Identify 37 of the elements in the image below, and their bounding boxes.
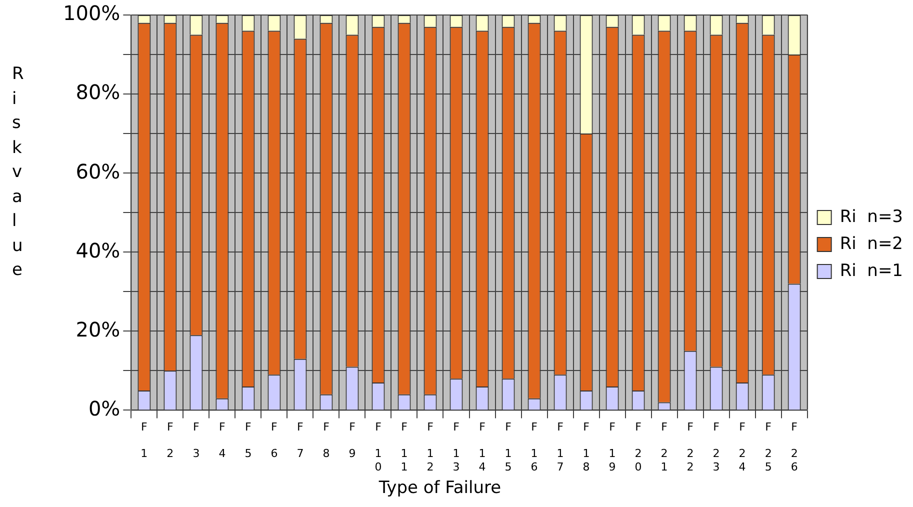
- category-label: F21: [660, 420, 668, 474]
- category-label: F19: [608, 420, 616, 474]
- y-tick-label: 20%: [76, 317, 120, 342]
- category-label: F8: [322, 420, 330, 460]
- y-tick-label: 60%: [76, 159, 120, 184]
- category-label: F6: [270, 420, 278, 460]
- x-axis-title: Type of Failure: [378, 478, 502, 498]
- y-tick-label: 0%: [88, 396, 120, 420]
- category-label: F1: [140, 420, 148, 460]
- y-tick-label: 100%: [62, 1, 120, 26]
- legend-label: Ri n=2: [840, 234, 904, 254]
- category-label: F25: [764, 420, 772, 474]
- category-label: F11: [400, 420, 408, 474]
- category-label: F3: [192, 420, 200, 460]
- legend-label: Ri n=1: [840, 260, 904, 281]
- category-label: F9: [348, 420, 356, 460]
- category-label: F23: [712, 420, 720, 474]
- category-label: F10: [374, 420, 382, 474]
- y-tick-label: 80%: [76, 80, 120, 104]
- category-label: F20: [634, 420, 642, 474]
- category-label: F2: [166, 420, 174, 460]
- category-label: F7: [296, 420, 304, 460]
- category-label: F14: [478, 420, 486, 474]
- category-label: F12: [426, 420, 434, 474]
- category-label: F17: [556, 420, 564, 474]
- y-tick-label: 40%: [76, 238, 120, 262]
- category-label: F5: [244, 420, 252, 460]
- category-label: F24: [738, 420, 746, 474]
- category-label: F13: [452, 420, 460, 474]
- category-label: F15: [504, 420, 512, 474]
- text: Risk value: [12, 64, 24, 280]
- category-label: F18: [582, 420, 590, 474]
- legend-label: Ri n=3: [840, 206, 904, 227]
- category-label: F4: [218, 420, 226, 460]
- category-label: F16: [530, 420, 538, 474]
- category-label: F22: [686, 420, 694, 474]
- category-label: F26: [790, 420, 798, 474]
